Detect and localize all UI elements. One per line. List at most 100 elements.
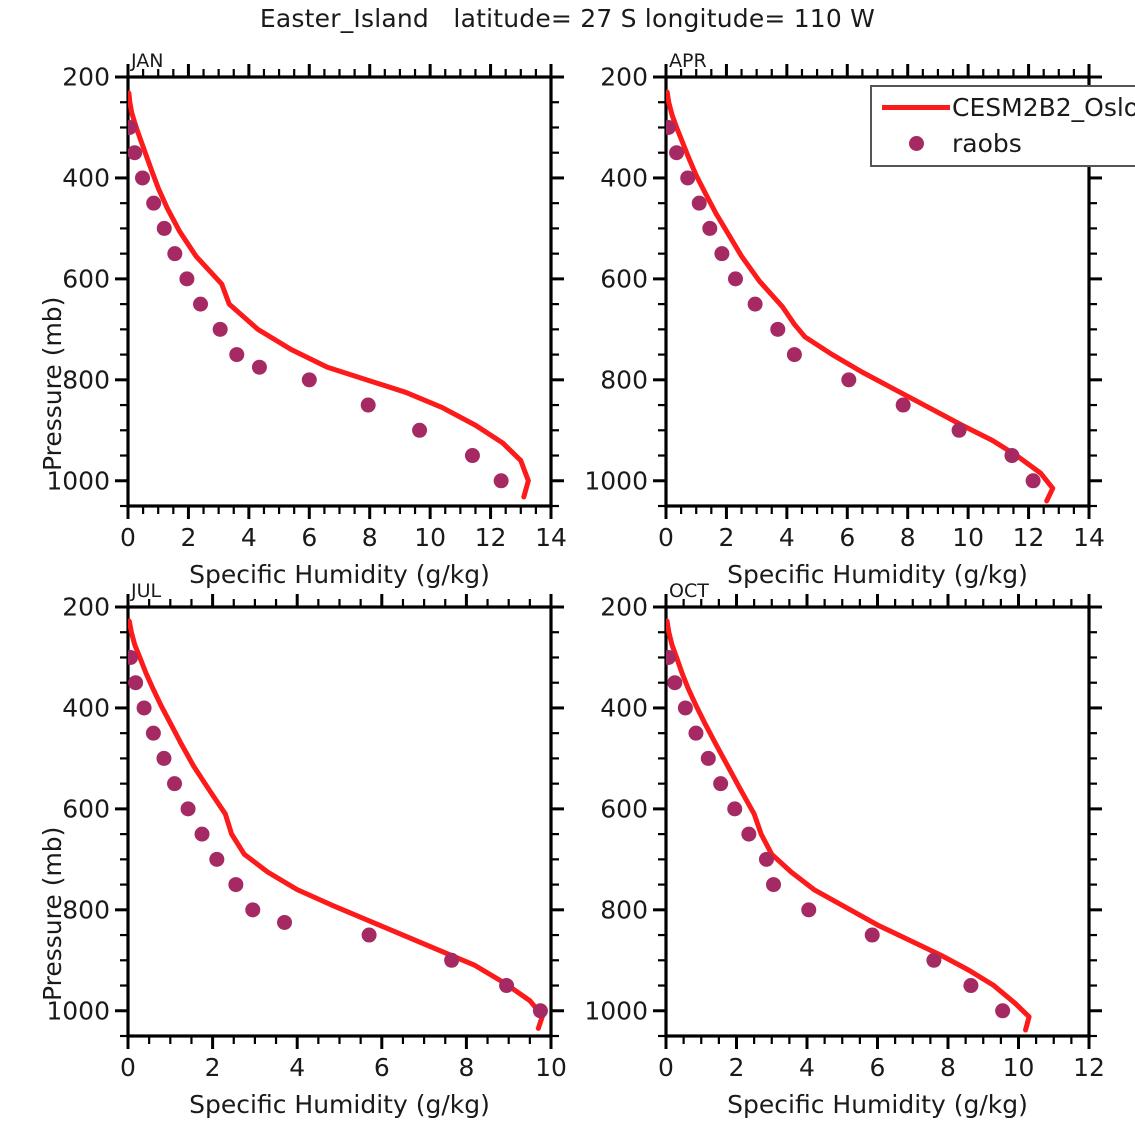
data-point-marker: [209, 851, 225, 867]
y-tick-label: 400: [600, 693, 648, 723]
data-point-marker: [136, 700, 152, 716]
y-tick-label: 1000: [584, 466, 648, 496]
panel-label-oct: OCT: [669, 580, 709, 602]
y-tick-label: 1000: [584, 996, 648, 1026]
series-group: [128, 618, 548, 1031]
data-point-marker: [444, 952, 460, 968]
legend-label-model: CESM2B2_Oslo_F(: [952, 93, 1135, 122]
data-point-marker: [841, 372, 857, 388]
y-tick-label: 800: [600, 365, 648, 395]
data-point-marker: [864, 927, 880, 943]
plot-frame: [126, 75, 553, 508]
data-point-marker: [167, 246, 183, 262]
y-tick-label: 800: [600, 895, 648, 925]
x-tick-label: 4: [240, 523, 257, 552]
data-point-marker: [128, 675, 144, 691]
x-tick-label: 10: [952, 523, 985, 552]
data-point-marker: [193, 296, 209, 312]
legend-entry-model: CESM2B2_Oslo_F(: [882, 93, 1135, 122]
y-tick-label: 800: [62, 365, 110, 395]
data-point-marker: [412, 422, 428, 438]
panel-label-jan: JAN: [131, 50, 164, 72]
data-point-marker: [146, 195, 162, 211]
data-point-marker: [727, 271, 743, 287]
x-tick-label: 12: [1012, 523, 1045, 552]
data-point-marker: [714, 246, 730, 262]
data-point-marker: [1025, 473, 1041, 489]
x-tick-label: 0: [658, 523, 674, 552]
y-tick-label: 600: [600, 794, 648, 824]
legend-entry-raobs: raobs: [882, 129, 1022, 158]
data-point-marker: [128, 145, 143, 161]
data-point-marker: [361, 927, 377, 943]
x-tick-label: 0: [658, 1053, 674, 1082]
x-tick-label: 0: [120, 523, 136, 552]
data-point-marker: [727, 801, 743, 817]
x-tick-label: 4: [778, 523, 795, 552]
data-point-marker: [963, 978, 979, 994]
data-point-marker: [360, 397, 376, 413]
data-point-marker: [801, 902, 817, 918]
data-point-marker: [926, 952, 942, 968]
data-point-marker: [228, 877, 244, 893]
data-point-marker: [747, 296, 763, 312]
legend-line-swatch-icon: [882, 105, 950, 110]
x-tick-label: 8: [940, 1053, 956, 1082]
series-group: [128, 90, 531, 500]
y-tick-label: 600: [62, 794, 110, 824]
data-point-marker: [895, 397, 911, 413]
figure-title: Easter_Island latitude= 27 S longitude= …: [259, 4, 876, 33]
plot-frame: [664, 605, 1091, 1038]
y-axis-title: Pressure (mb): [38, 826, 67, 1001]
x-tick-label: 4: [799, 1053, 815, 1082]
data-point-marker: [464, 448, 480, 464]
data-point-marker: [277, 914, 293, 930]
data-point-marker: [951, 422, 967, 438]
data-point-marker: [532, 1003, 548, 1019]
data-point-marker: [669, 145, 685, 161]
data-point-marker: [156, 750, 172, 766]
legend-dot-swatch-icon: [882, 136, 950, 151]
data-point-marker: [758, 851, 774, 867]
y-tick-label: 200: [62, 592, 110, 622]
data-point-marker: [493, 473, 509, 489]
data-point-marker: [666, 119, 676, 135]
data-point-marker: [180, 801, 196, 817]
x-axis-title: Specific Humidity (g/kg): [189, 1090, 490, 1119]
data-point-marker: [156, 220, 172, 236]
x-tick-label: 6: [301, 523, 318, 552]
data-point-marker: [128, 119, 138, 135]
x-tick-label: 8: [361, 523, 378, 552]
data-point-marker: [128, 649, 139, 665]
data-point-marker: [667, 675, 683, 691]
series-line-0: [128, 90, 531, 500]
x-tick-label: 10: [535, 1053, 567, 1082]
series-line-0: [666, 618, 1032, 1033]
data-point-marker: [995, 1003, 1011, 1019]
data-point-marker: [770, 321, 786, 337]
y-tick-label: 200: [600, 592, 648, 622]
x-tick-label: 14: [535, 523, 567, 552]
y-tick-label: 400: [600, 163, 648, 193]
x-tick-label: 2: [728, 1053, 745, 1082]
x-axis-title: Specific Humidity (g/kg): [727, 560, 1028, 589]
y-tick-label: 400: [62, 163, 110, 193]
data-point-marker: [245, 902, 261, 918]
x-axis-title: Specific Humidity (g/kg): [189, 560, 490, 589]
x-tick-label: 4: [289, 1053, 306, 1082]
data-point-marker: [1004, 448, 1020, 464]
data-point-marker: [212, 321, 228, 337]
y-tick-label: 200: [62, 62, 110, 92]
x-axis-title: Specific Humidity (g/kg): [727, 1090, 1028, 1119]
y-tick-label: 800: [62, 895, 110, 925]
data-point-marker: [786, 347, 802, 363]
plot-frame: [126, 605, 553, 1038]
